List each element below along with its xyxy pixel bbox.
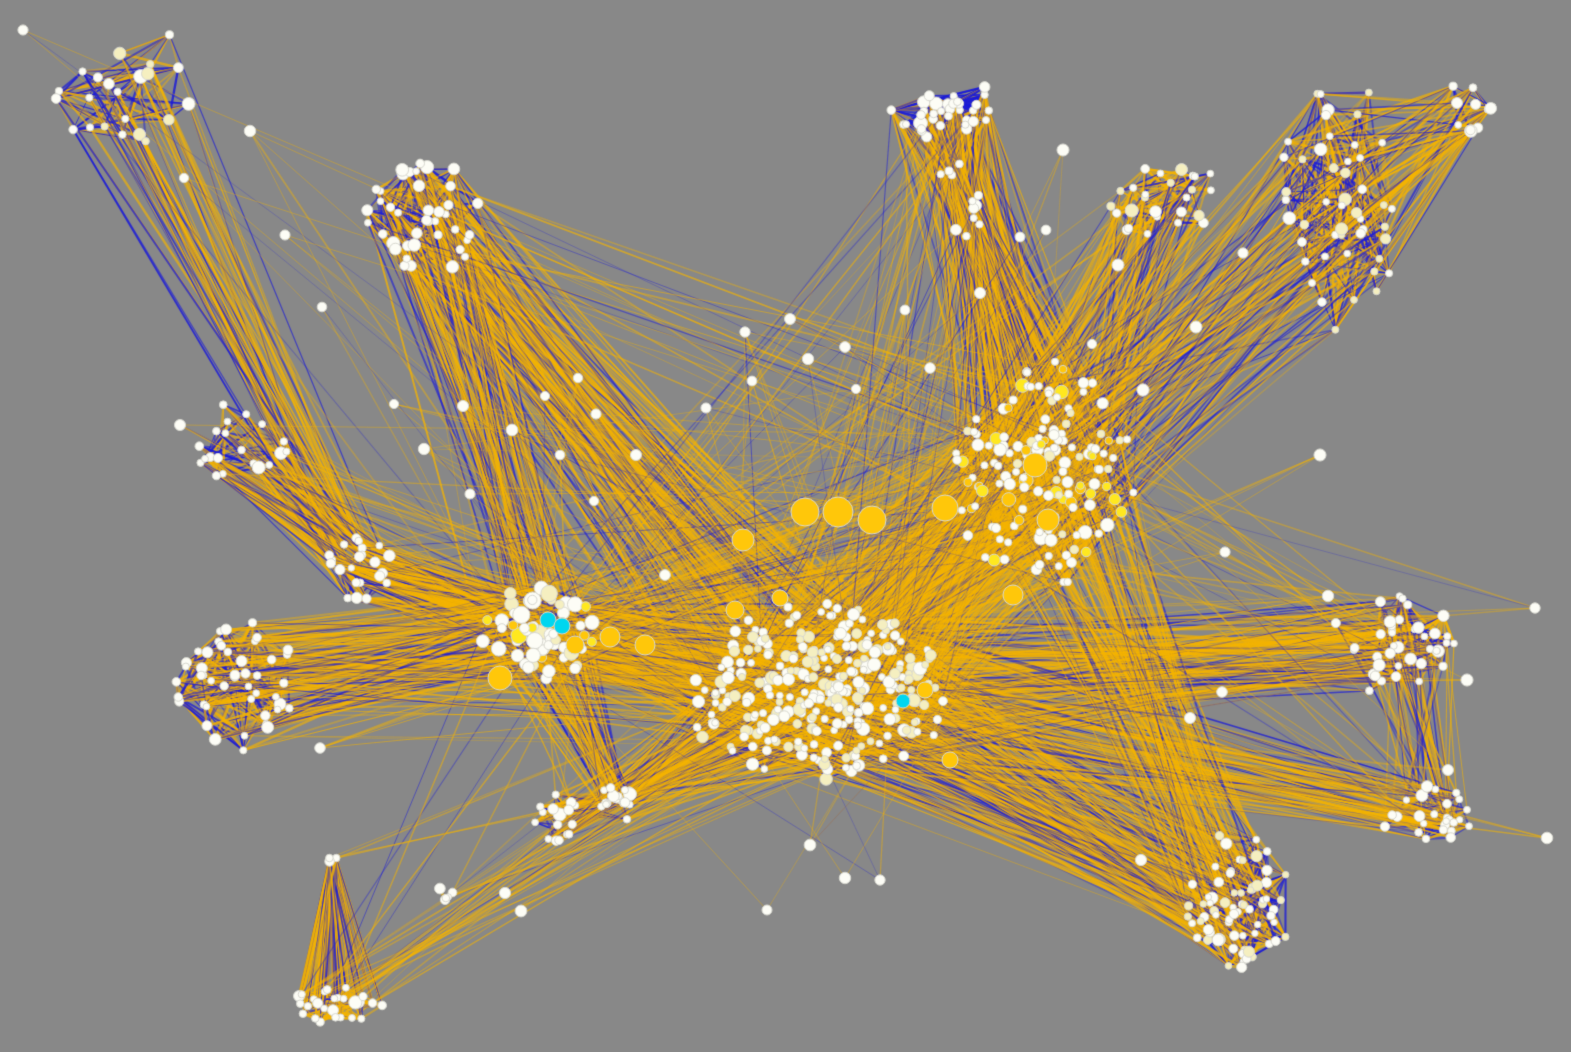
network-graph-visualization — [0, 0, 1571, 1052]
graph-canvas[interactable] — [0, 0, 1571, 1052]
